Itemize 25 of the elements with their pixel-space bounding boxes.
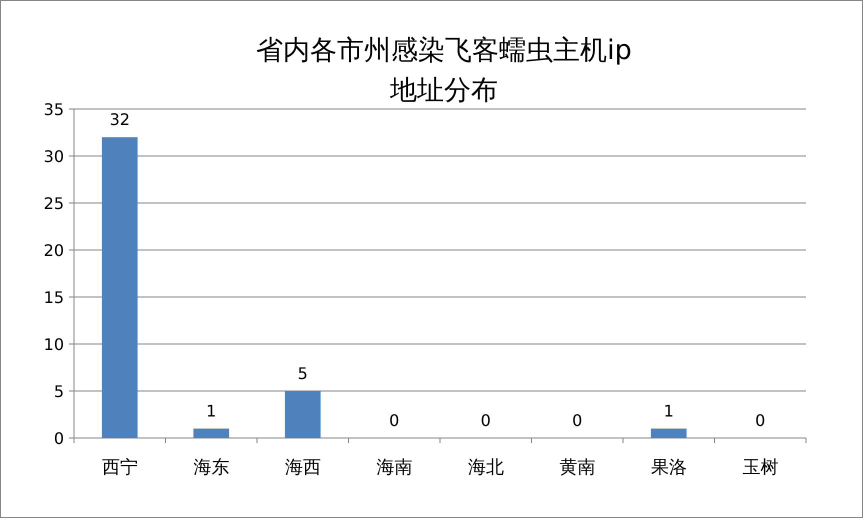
data-label: 1 [664, 402, 674, 421]
y-tick-label: 35 [44, 100, 64, 119]
x-tick-label: 海南 [376, 457, 412, 478]
data-label: 1 [206, 402, 216, 421]
x-tick-label: 海北 [468, 457, 504, 478]
x-tick-label: 西宁 [102, 457, 138, 478]
y-tick-label: 10 [44, 335, 64, 354]
data-label: 0 [389, 411, 400, 430]
x-tick-label: 玉树 [742, 457, 778, 478]
x-tick-label: 果洛 [650, 457, 687, 478]
x-tick-label: 海西 [284, 457, 321, 478]
data-label: 0 [480, 411, 491, 430]
data-label: 5 [298, 364, 308, 383]
y-tick-label: 25 [44, 194, 64, 213]
title: 省内各市州感染飞客蠕虫主机ip地址分布 [255, 34, 633, 108]
x-tick-label: 海东 [193, 457, 230, 478]
data-label: 0 [755, 411, 766, 430]
y-tick-label: 20 [44, 241, 64, 260]
y-tick-label: 5 [54, 382, 64, 401]
y-tick-label: 0 [54, 429, 64, 448]
data-label: 32 [110, 110, 130, 130]
y-tick-label: 30 [44, 147, 64, 166]
x-tick-label: 黄南 [559, 457, 596, 478]
y-tick-label: 15 [44, 288, 64, 307]
data-label: 0 [572, 411, 582, 430]
